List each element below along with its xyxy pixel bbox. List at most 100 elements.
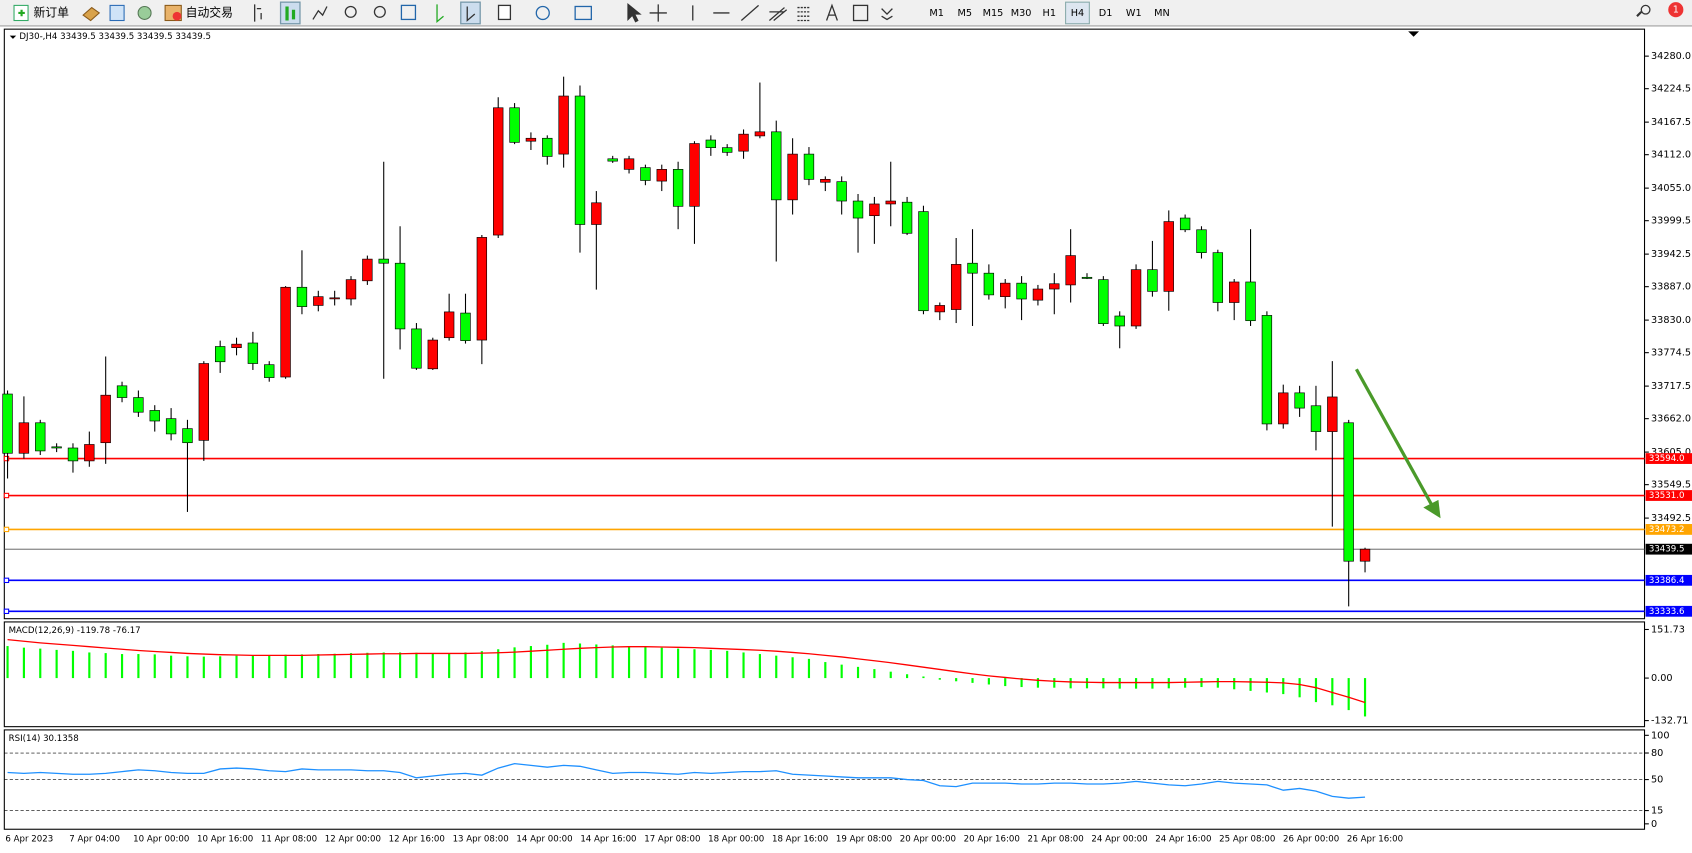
templates[interactable] xyxy=(574,5,592,21)
timeframe-button[interactable]: W1 xyxy=(1126,8,1142,19)
candle-body xyxy=(1343,422,1354,562)
candle-body xyxy=(1081,276,1093,279)
candle-body xyxy=(1179,217,1191,231)
trend-line[interactable] xyxy=(740,4,760,22)
candle-body xyxy=(2,393,13,454)
level-label: 33386.4 xyxy=(1649,576,1685,586)
candle-body xyxy=(722,147,733,153)
candle-body xyxy=(1000,282,1011,297)
timeframe-button[interactable]: MN xyxy=(1154,8,1170,19)
auto-trading-button[interactable]: 自动交易 xyxy=(164,4,233,22)
candle-body xyxy=(574,95,586,225)
x-tick-label: 7 Apr 04:00 xyxy=(69,834,120,844)
candle-body xyxy=(885,200,896,205)
last-price-bg xyxy=(1645,543,1692,555)
auto-trading-stop xyxy=(172,11,182,21)
line-tool[interactable] xyxy=(312,6,328,20)
candle-tool-pressed[interactable] xyxy=(279,1,301,25)
y-tick-label: 0 xyxy=(1651,819,1657,830)
notification-badge[interactable] xyxy=(1668,2,1684,18)
x-tick-label: 20 Apr 16:00 xyxy=(964,834,1020,844)
x-tick-label: 19 Apr 08:00 xyxy=(836,834,892,844)
macd-bar xyxy=(251,655,254,679)
y-tick-label: 34224.5 xyxy=(1651,84,1691,95)
x-tick-label: 14 Apr 00:00 xyxy=(516,834,572,844)
auto-trading-label: 自动交易 xyxy=(186,5,233,19)
x-tick-label: 12 Apr 00:00 xyxy=(325,834,381,844)
level-label-bg xyxy=(1645,524,1692,535)
macd-bar xyxy=(349,653,353,679)
chart-shift-pressed[interactable] xyxy=(460,1,481,25)
candle-tool[interactable] xyxy=(285,6,296,21)
macd-bar xyxy=(71,650,75,679)
macd-bar xyxy=(1036,678,1040,688)
macd-bar xyxy=(971,678,974,683)
macd-bar xyxy=(497,649,500,679)
candle-body xyxy=(1016,282,1027,300)
level-handle xyxy=(3,526,10,533)
timeframe-button[interactable]: H4 xyxy=(1071,8,1084,19)
zoom-out[interactable] xyxy=(373,5,386,18)
macd-bar xyxy=(235,655,238,679)
candle-body xyxy=(1245,281,1256,322)
crosshair[interactable] xyxy=(649,4,667,22)
arrows[interactable] xyxy=(881,8,893,21)
candle-body xyxy=(329,297,340,300)
timeframe-button[interactable]: H1 xyxy=(1043,8,1056,19)
x-tick-label: 24 Apr 00:00 xyxy=(1091,834,1147,844)
label-tool[interactable] xyxy=(852,4,869,22)
macd-bar xyxy=(202,656,205,679)
macd-bar xyxy=(448,653,451,679)
cursor[interactable] xyxy=(627,2,642,23)
tool-icon[interactable] xyxy=(137,5,152,20)
periods[interactable] xyxy=(535,5,550,21)
x-tick-label: 26 Apr 00:00 xyxy=(1283,834,1339,844)
macd-bar xyxy=(6,646,9,679)
level-label-bg xyxy=(1645,453,1692,464)
macd-bar xyxy=(1265,678,1268,693)
rsi-line xyxy=(7,762,1366,799)
candle-body xyxy=(869,203,880,217)
timeframe-button[interactable]: M1 xyxy=(929,8,944,19)
zoom-in[interactable] xyxy=(344,5,357,18)
bar-chart-tool[interactable] xyxy=(254,4,262,22)
macd-bar xyxy=(1363,678,1367,717)
timeframe-button[interactable]: M15 xyxy=(983,8,1004,19)
macd-bar xyxy=(955,678,958,682)
search[interactable] xyxy=(1640,4,1651,15)
new-order-plus xyxy=(18,9,25,17)
chart-window: DJ30-,H4 33439.5 33439.5 33439.5 33439.5… xyxy=(3,28,1646,830)
macd-bar xyxy=(268,655,271,679)
macd-bar xyxy=(300,654,304,679)
tile-windows[interactable] xyxy=(400,4,417,21)
fibonacci[interactable] xyxy=(768,7,788,22)
tool-icon[interactable] xyxy=(109,4,125,22)
macd-bar xyxy=(55,649,58,679)
timeframe-button[interactable]: M5 xyxy=(958,8,973,19)
candle-body xyxy=(378,258,389,264)
autoscroll[interactable] xyxy=(436,4,444,23)
macd-bar xyxy=(1151,678,1154,689)
toolbar: 新订单 自动交易 xyxy=(0,0,1692,27)
candle-body xyxy=(607,158,618,162)
candle-body xyxy=(264,364,275,378)
macd-bar xyxy=(120,654,124,679)
macd-bar xyxy=(480,651,483,679)
new-order-button[interactable]: 新订单 xyxy=(13,4,69,22)
chart-shift[interactable] xyxy=(466,6,476,22)
timeframe-button[interactable]: D1 xyxy=(1099,8,1113,19)
macd-bar xyxy=(1216,678,1219,688)
candle-body xyxy=(525,137,537,142)
macd-bar xyxy=(104,653,107,679)
tool-icon[interactable] xyxy=(82,6,101,22)
rsi-title: RSI(14) 30.1358 xyxy=(9,734,79,744)
channel[interactable] xyxy=(797,6,811,22)
timeframe-button[interactable]: M30 xyxy=(1011,8,1032,19)
y-tick-label: 33942.5 xyxy=(1651,249,1691,260)
macd-bar xyxy=(284,654,287,679)
candle-body xyxy=(820,179,831,183)
text-tool[interactable] xyxy=(825,3,838,21)
indicators[interactable] xyxy=(497,4,512,21)
candle-body xyxy=(558,95,569,155)
